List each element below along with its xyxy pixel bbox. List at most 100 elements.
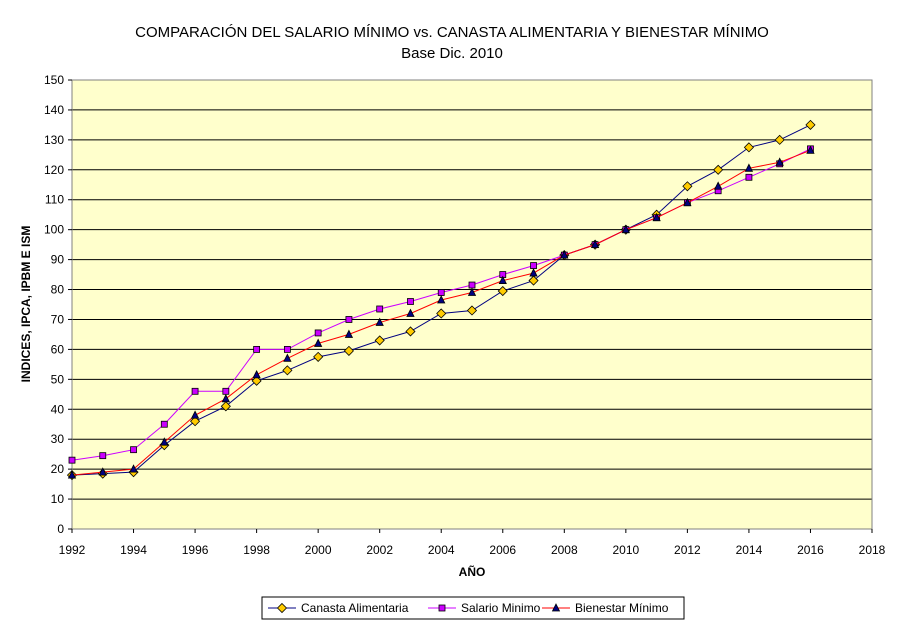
x-tick-label: 1998	[243, 543, 270, 557]
data-point	[745, 173, 753, 181]
data-point	[805, 119, 816, 130]
x-tick-label: 2018	[859, 543, 886, 557]
data-point	[68, 456, 76, 464]
data-point	[345, 316, 353, 323]
data-point	[806, 145, 815, 154]
data-point	[405, 326, 416, 337]
data-point	[190, 410, 200, 419]
legend-label: Canasta Alimentaria	[301, 601, 409, 615]
legend-marker	[551, 603, 561, 612]
data-point	[437, 295, 446, 304]
y-tick-label: 30	[51, 432, 65, 446]
y-tick-label: 140	[44, 103, 64, 117]
data-point	[376, 305, 384, 313]
x-tick-label: 2010	[612, 543, 639, 557]
legend-item: Bienestar Mínimo	[542, 601, 669, 615]
x-tick-label: 2012	[674, 543, 701, 557]
y-tick-label: 70	[51, 312, 65, 326]
data-point	[468, 281, 476, 289]
y-tick-label: 110	[45, 193, 64, 207]
data-point	[67, 470, 77, 479]
data-point	[621, 224, 630, 234]
data-point	[160, 437, 169, 446]
data-point	[407, 298, 414, 305]
data-point	[466, 305, 478, 316]
data-point	[775, 157, 784, 166]
x-tick-label: 2000	[305, 543, 332, 557]
data-point	[98, 467, 107, 476]
data-point	[252, 369, 261, 379]
data-point	[130, 446, 137, 454]
data-point	[129, 464, 138, 473]
x-tick-label: 2016	[797, 543, 824, 557]
y-axis-label: INDICES, IPCA, IPBM E ISM	[19, 226, 33, 383]
data-point	[713, 164, 724, 175]
data-point	[191, 387, 199, 395]
data-point	[682, 181, 693, 192]
x-tick-label: 1996	[182, 543, 209, 557]
data-point	[221, 393, 230, 403]
legend-marker	[438, 604, 446, 612]
legend-box	[261, 596, 685, 620]
data-point	[375, 317, 384, 326]
data-point	[528, 275, 539, 286]
data-point	[497, 285, 508, 297]
data-point	[283, 345, 291, 353]
y-tick-label: 0	[57, 522, 64, 536]
y-tick-label: 60	[51, 342, 65, 356]
data-point	[590, 239, 600, 249]
x-axis-label: AÑO	[459, 564, 486, 579]
data-point	[498, 275, 507, 284]
data-point	[343, 345, 354, 356]
data-point	[160, 420, 168, 428]
y-tick-label: 130	[44, 133, 64, 147]
data-point	[437, 289, 445, 296]
data-point	[282, 365, 293, 376]
y-tick-label: 40	[51, 402, 65, 416]
series-bienestar-minimo	[67, 145, 815, 479]
data-point	[314, 329, 322, 337]
series-group	[66, 119, 816, 481]
data-point	[436, 308, 447, 319]
x-tick-label: 2014	[736, 543, 763, 557]
y-axis: 0 10 20 30 40 50 60 70 80 90 100 110 120 130 140 150	[44, 73, 72, 536]
y-tick-label: 80	[51, 283, 65, 297]
legend-item: Canasta Alimentaria	[268, 601, 409, 615]
grid-lines	[72, 79, 872, 530]
data-point	[529, 268, 538, 277]
data-point	[314, 338, 323, 347]
chart-subtitle: Base Dic. 2010	[401, 45, 503, 62]
legend-item: Salario Minimo	[428, 601, 541, 615]
x-tick-label: 2002	[366, 543, 393, 557]
data-point	[344, 329, 354, 338]
data-point	[652, 212, 661, 222]
x-tick-label: 2006	[489, 543, 516, 557]
x-axis: 1992 1994 1996 1998 2000 2002 2004 2006 2008 2010…	[59, 529, 886, 557]
legend-label: Bienestar Mínimo	[575, 601, 669, 615]
data-point	[222, 387, 230, 395]
legend: Canasta Alimentaria Salario Minimo Bienest…	[268, 601, 669, 615]
x-tick-label: 1992	[59, 543, 86, 557]
data-point	[743, 142, 754, 153]
plot-frame	[71, 79, 873, 530]
data-point	[530, 262, 537, 269]
data-point	[253, 345, 261, 353]
x-tick-label: 2004	[428, 543, 455, 557]
y-tick-label: 50	[51, 372, 65, 386]
data-point	[560, 250, 569, 259]
data-point	[251, 375, 262, 386]
data-point	[744, 163, 754, 172]
data-point	[99, 452, 107, 460]
data-point	[283, 353, 292, 362]
data-point	[774, 134, 785, 145]
data-point	[406, 308, 415, 317]
data-point	[374, 335, 385, 346]
legend-marker	[276, 602, 288, 614]
x-tick-label: 2008	[551, 543, 578, 557]
y-tick-label: 100	[44, 223, 64, 237]
data-point	[220, 401, 231, 412]
y-tick-label: 90	[51, 253, 65, 267]
data-point	[467, 287, 477, 296]
y-tick-label: 20	[51, 462, 65, 476]
